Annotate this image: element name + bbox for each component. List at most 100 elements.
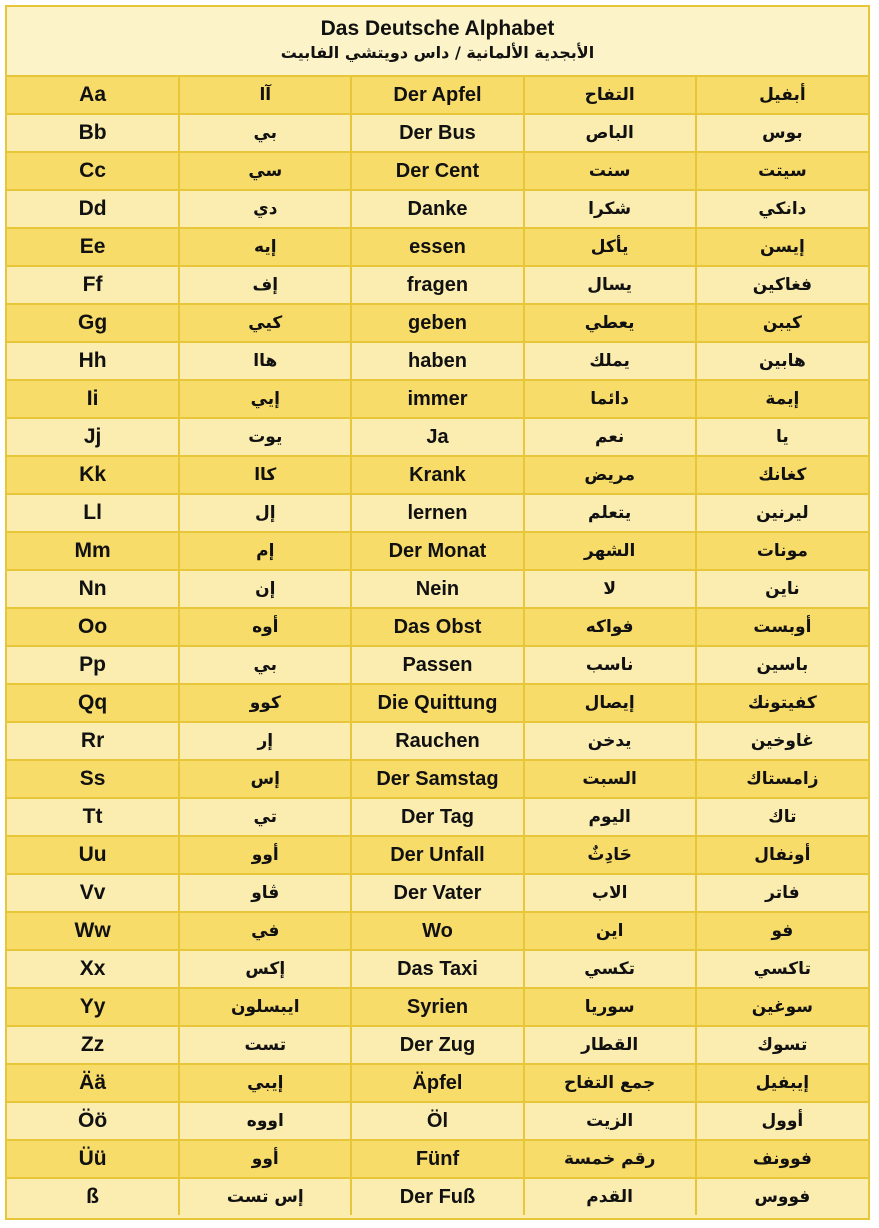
letter-cell: Nn — [7, 569, 181, 609]
letter-cell: Xx — [7, 949, 181, 989]
table-row: Nn إن Nein لا ناين — [7, 569, 868, 609]
arabic-meaning-cell: دائما — [522, 379, 697, 419]
letter-pronunciation-cell: تست — [178, 1025, 353, 1065]
arabic-meaning-cell: سنت — [522, 151, 697, 191]
table-row: Ll إل lernen يتعلم ليرنين — [7, 493, 868, 533]
letter-cell: Ää — [7, 1063, 181, 1103]
german-word-cell: Der Fuß — [350, 1177, 525, 1215]
letter-pronunciation-cell: ڤاو — [178, 873, 353, 913]
word-pronunciation-cell: سوغين — [694, 987, 868, 1027]
alphabet-sheet: Das Deutsche Alphabet الأبجدية الألمانية… — [5, 5, 870, 1220]
arabic-meaning-cell: اين — [522, 911, 697, 951]
table-row: Rr إر Rauchen يدخن غاوخين — [7, 721, 868, 761]
table-row: Xx إكس Das Taxi تكسي تاكسي — [7, 949, 868, 989]
word-pronunciation-cell: تاكسي — [694, 949, 868, 989]
german-word-cell: lernen — [350, 493, 525, 533]
letter-cell: Tt — [7, 797, 181, 837]
alphabet-table: Aa آا Der Apfel التفاح أبفيل Bb بي Der Bus الباص… — [7, 77, 868, 1215]
table-row: Cc سي Der Cent سنت سيتت — [7, 151, 868, 191]
word-pronunciation-cell: فغاكين — [694, 265, 868, 305]
german-word-cell: Der Samstag — [350, 759, 525, 799]
word-pronunciation-cell: بوس — [694, 113, 868, 153]
arabic-meaning-cell: لا — [522, 569, 697, 609]
arabic-meaning-cell: سوريا — [522, 987, 697, 1027]
letter-pronunciation-cell: إف — [178, 265, 353, 305]
letter-pronunciation-cell: يوت — [178, 417, 353, 457]
arabic-meaning-cell: القطار — [522, 1025, 697, 1065]
word-pronunciation-cell: دانكي — [694, 189, 868, 229]
word-pronunciation-cell: أوول — [694, 1101, 868, 1141]
german-word-cell: Äpfel — [350, 1063, 525, 1103]
german-word-cell: fragen — [350, 265, 525, 305]
arabic-meaning-cell: اليوم — [522, 797, 697, 837]
letter-cell: Üü — [7, 1139, 181, 1179]
letter-pronunciation-cell: إن — [178, 569, 353, 609]
arabic-meaning-cell: يدخن — [522, 721, 697, 761]
table-row: Tt تي Der Tag اليوم تاك — [7, 797, 868, 837]
word-pronunciation-cell: فوونف — [694, 1139, 868, 1179]
letter-cell: Bb — [7, 113, 181, 153]
german-word-cell: Der Apfel — [350, 77, 525, 115]
arabic-meaning-cell: شكرا — [522, 189, 697, 229]
table-row: Yy ايبسلون Syrien سوريا سوغين — [7, 987, 868, 1027]
table-row: Ii إيي immer دائما إيمة — [7, 379, 868, 419]
letter-pronunciation-cell: تي — [178, 797, 353, 837]
german-word-cell: Rauchen — [350, 721, 525, 761]
letter-pronunciation-cell: كاا — [178, 455, 353, 495]
alphabet-table-body: Aa آا Der Apfel التفاح أبفيل Bb بي Der Bus الباص… — [7, 77, 868, 1215]
letter-pronunciation-cell: بي — [178, 113, 353, 153]
arabic-meaning-cell: نعم — [522, 417, 697, 457]
german-word-cell: haben — [350, 341, 525, 381]
arabic-meaning-cell: السبت — [522, 759, 697, 799]
word-pronunciation-cell: يا — [694, 417, 868, 457]
letter-cell: Ii — [7, 379, 181, 419]
german-word-cell: immer — [350, 379, 525, 419]
german-word-cell: Wo — [350, 911, 525, 951]
letter-pronunciation-cell: إر — [178, 721, 353, 761]
table-row: Ff إف fragen يسال فغاكين — [7, 265, 868, 305]
german-word-cell: essen — [350, 227, 525, 267]
letter-cell: Ww — [7, 911, 181, 951]
letter-cell: Dd — [7, 189, 181, 229]
table-row: Üü أوو Fünf رقم خمسة فوونف — [7, 1139, 868, 1179]
table-row: Ää إيبي Äpfel جمع التفاح إيبفيل — [7, 1063, 868, 1103]
page-title: Das Deutsche Alphabet — [320, 17, 555, 40]
letter-cell: Gg — [7, 303, 181, 343]
german-word-cell: Danke — [350, 189, 525, 229]
german-word-cell: Der Cent — [350, 151, 525, 191]
arabic-meaning-cell: تكسي — [522, 949, 697, 989]
letter-pronunciation-cell: هاا — [178, 341, 353, 381]
arabic-meaning-cell: يملك — [522, 341, 697, 381]
german-word-cell: Das Obst — [350, 607, 525, 647]
letter-cell: Oo — [7, 607, 181, 647]
table-row: Vv ڤاو Der Vater الاب فاتر — [7, 873, 868, 913]
arabic-meaning-cell: الزيت — [522, 1101, 697, 1141]
arabic-meaning-cell: القدم — [522, 1177, 697, 1215]
letter-cell: Rr — [7, 721, 181, 761]
word-pronunciation-cell: فاتر — [694, 873, 868, 913]
table-row: Dd دي Danke شكرا دانكي — [7, 189, 868, 229]
table-row: Zz تست Der Zug القطار تسوك — [7, 1025, 868, 1065]
table-row: Hh هاا haben يملك هابين — [7, 341, 868, 381]
word-pronunciation-cell: تسوك — [694, 1025, 868, 1065]
word-pronunciation-cell: كفيتونك — [694, 683, 868, 723]
letter-cell: Ll — [7, 493, 181, 533]
letter-pronunciation-cell: إيي — [178, 379, 353, 419]
word-pronunciation-cell: غاوخين — [694, 721, 868, 761]
german-word-cell: Krank — [350, 455, 525, 495]
letter-cell: Yy — [7, 987, 181, 1027]
arabic-meaning-cell: رقم خمسة — [522, 1139, 697, 1179]
letter-cell: Hh — [7, 341, 181, 381]
letter-pronunciation-cell: إيبي — [178, 1063, 353, 1103]
german-word-cell: Der Vater — [350, 873, 525, 913]
word-pronunciation-cell: كغانك — [694, 455, 868, 495]
letter-cell: Öö — [7, 1101, 181, 1141]
letter-pronunciation-cell: في — [178, 911, 353, 951]
letter-pronunciation-cell: إيه — [178, 227, 353, 267]
word-pronunciation-cell: إيسن — [694, 227, 868, 267]
arabic-meaning-cell: يأكل — [522, 227, 697, 267]
letter-cell: Ss — [7, 759, 181, 799]
german-word-cell: Das Taxi — [350, 949, 525, 989]
letter-cell: Vv — [7, 873, 181, 913]
german-word-cell: Nein — [350, 569, 525, 609]
